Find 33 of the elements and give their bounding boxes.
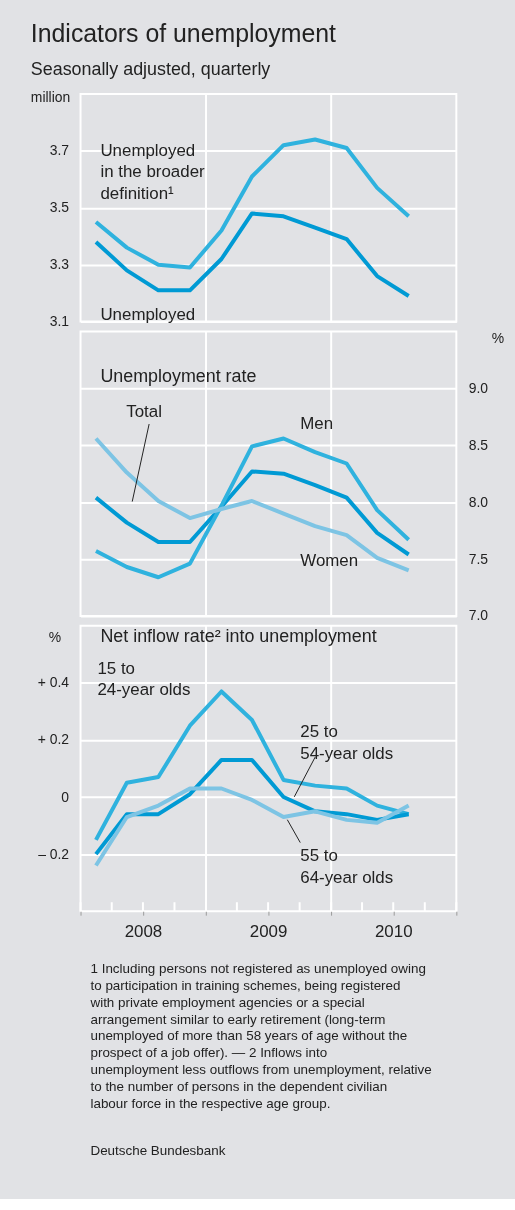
y-axis-title: % [48, 628, 62, 645]
x-tick-label: 2009 [249, 921, 288, 941]
chart-title: Indicators of unemployment [30, 20, 337, 48]
x-tick-label: 2010 [374, 921, 413, 941]
y2-tick-label: 9.0 [468, 379, 489, 396]
series-label: Men [300, 413, 334, 433]
series-label: 15 to 24-year olds [97, 658, 191, 700]
y2-tick-label: 7.0 [468, 607, 489, 624]
text: 25 to 54-year olds [300, 722, 394, 764]
y-tick-label: 0 [61, 788, 70, 805]
y2-tick-label: 7.5 [468, 550, 489, 567]
text: Total [126, 402, 162, 422]
y2-tick-label: 8.0 [468, 493, 489, 510]
series-label: Unemployed in the broader definition¹ [100, 140, 206, 204]
y-tick-label: + 0.2 [37, 731, 70, 748]
y-tick-label: 3.5 [49, 199, 70, 216]
series-label: 55 to 64-year olds [300, 846, 394, 888]
y-tick-label: 3.3 [49, 256, 70, 273]
y-tick-label: 3.1 [49, 313, 70, 330]
text: Deutsche Bundesbank [90, 1142, 226, 1158]
text: Unemployment rate [100, 366, 257, 387]
text: 1 Including persons not registered as unemployed owing to participation in training schemes, being registered with private employment agencies or a special arrangement similar to early retirement (long-term unemployed of more than 58 years of age without the prospect of a job offer). — 2 Inflows into unemployment less outflows from unemployment, relative to the number of persons in the dependent civilian labour force in the respective age group. [90, 960, 432, 1112]
x-tick-label: 2008 [124, 921, 163, 941]
series-label: Women [300, 551, 359, 571]
y2-axis-title: % [491, 330, 505, 347]
y-tick-label: 3.7 [49, 142, 70, 159]
series-label: Unemployed [100, 304, 196, 324]
y-tick-label: – 0.2 [38, 845, 70, 862]
chart-title: Net inflow rate² into unemployment [100, 625, 377, 646]
y-tick-label: + 0.4 [37, 674, 70, 691]
chart-subtitle: Seasonally adjusted, quarterly [30, 59, 271, 80]
y2-tick-label: 8.5 [468, 436, 489, 453]
y-axis-title: million [30, 88, 71, 105]
